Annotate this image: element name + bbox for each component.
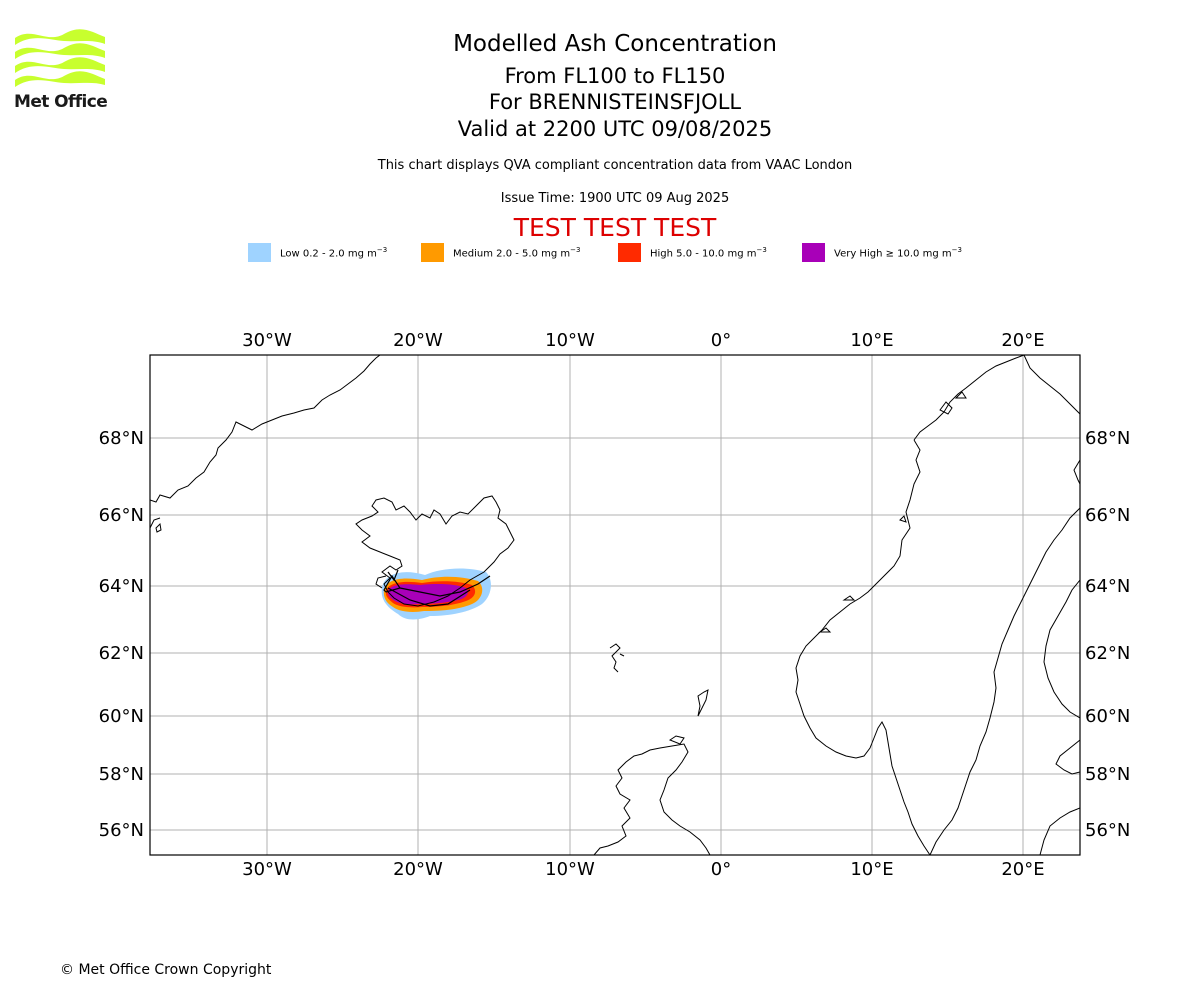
legend-label-medium: Medium 2.0 - 5.0 mg m [453, 248, 571, 260]
test-banner: TEST TEST TEST [513, 213, 717, 242]
lat-tick-right-60n: 60°N [1085, 706, 1130, 727]
compliance-note: This chart displays QVA compliant concen… [377, 158, 853, 173]
coastlines [150, 355, 1080, 855]
coastline-faroes [609, 643, 625, 673]
legend-exp-low: −3 [376, 246, 388, 254]
chart-title: Modelled Ash Concentration [453, 31, 777, 57]
coastline-islands-norway [818, 515, 907, 633]
map-frame [149, 354, 1081, 856]
lon-tick-top-10w: 10°W [545, 330, 595, 351]
source-outline [383, 569, 491, 597]
coastline-denmark [1039, 807, 1080, 855]
coastline-gulf-bothnia [1043, 579, 1080, 719]
lon-tick-top-30w: 30°W [242, 330, 292, 351]
map-background [150, 355, 1080, 855]
lat-tick-left-58n: 58°N [99, 764, 144, 785]
lat-tick-right-56n: 56°N [1085, 820, 1130, 841]
legend-exp-very-high: −3 [951, 246, 962, 254]
coastline-greenland [150, 355, 381, 503]
lat-tick-left-60n: 60°N [99, 706, 144, 727]
lat-tick-left-66n: 66°N [99, 505, 144, 526]
lat-tick-right-64n: 64°N [1085, 576, 1130, 597]
plume-source-marks [383, 569, 491, 607]
legend-swatch-medium [421, 243, 444, 262]
flight-level: From FL100 to FL150 [504, 64, 726, 88]
lat-tick-left-64n: 64°N [99, 576, 144, 597]
legend-exp-high: −3 [756, 246, 767, 254]
lon-tick-bottom-20e: 20°E [1001, 859, 1044, 880]
legend-label-very-high: Very High ≥ 10.0 mg m [834, 248, 952, 260]
lat-tick-left-62n: 62°N [99, 643, 144, 664]
coastline-greenland-isle [155, 522, 162, 533]
valid-time: Valid at 2200 UTC 09/08/2025 [457, 117, 773, 141]
coastline-sweden-finland [929, 507, 1080, 855]
coastline-scotland [593, 743, 711, 855]
lat-tick-left-56n: 56°N [99, 820, 144, 841]
legend-swatch-very-high [802, 243, 825, 262]
logo-waves-icon [15, 29, 105, 87]
legend-swatch-high [618, 243, 641, 262]
legend-label-high: High 5.0 - 10.0 mg m [650, 248, 757, 260]
coastline-westfjords [375, 575, 387, 589]
lat-tick-right-66n: 66°N [1085, 505, 1130, 526]
logo-text: Met Office [14, 92, 108, 112]
coastline-iceland [355, 495, 515, 607]
coastline-orkney [668, 735, 685, 745]
copyright-notice: © Met Office Crown Copyright [60, 962, 272, 978]
met-office-logo: Met Office [12, 28, 112, 118]
lon-tick-top-20e: 20°E [1001, 330, 1044, 351]
coastline-lofoten [939, 391, 967, 415]
coastline-scandinavia-north [1023, 355, 1080, 415]
lat-tick-right-58n: 58°N [1085, 764, 1130, 785]
coastline-greenland-south [150, 517, 161, 529]
issue-time: Issue Time: 1900 UTC 09 Aug 2025 [500, 191, 730, 206]
lon-tick-top-10e: 10°E [850, 330, 893, 351]
coastline-kola [1073, 459, 1080, 485]
lon-tick-bottom-30w: 30°W [242, 859, 292, 880]
lon-tick-top-0: 0° [711, 330, 731, 351]
lon-tick-bottom-0: 0° [711, 859, 731, 880]
source-trail [387, 587, 471, 607]
legend-label-low: Low 0.2 - 2.0 mg m [280, 248, 377, 260]
lat-tick-right-68n: 68°N [1085, 428, 1130, 449]
lon-tick-bottom-20w: 20°W [393, 859, 443, 880]
lon-tick-top-20w: 20°W [393, 330, 443, 351]
lat-tick-right-62n: 62°N [1085, 643, 1130, 664]
legend-exp-medium: −3 [570, 246, 581, 254]
coastline-baltic-east [1055, 739, 1080, 775]
coastline-norway [795, 355, 1025, 855]
lon-tick-bottom-10e: 10°E [850, 859, 893, 880]
coastline-shetland [697, 689, 709, 717]
legend-swatch-low [248, 243, 271, 262]
lat-tick-left-68n: 68°N [99, 428, 144, 449]
lon-tick-bottom-10w: 10°W [545, 859, 595, 880]
volcano-name: For BRENNISTEINSFJOLL [488, 90, 742, 114]
